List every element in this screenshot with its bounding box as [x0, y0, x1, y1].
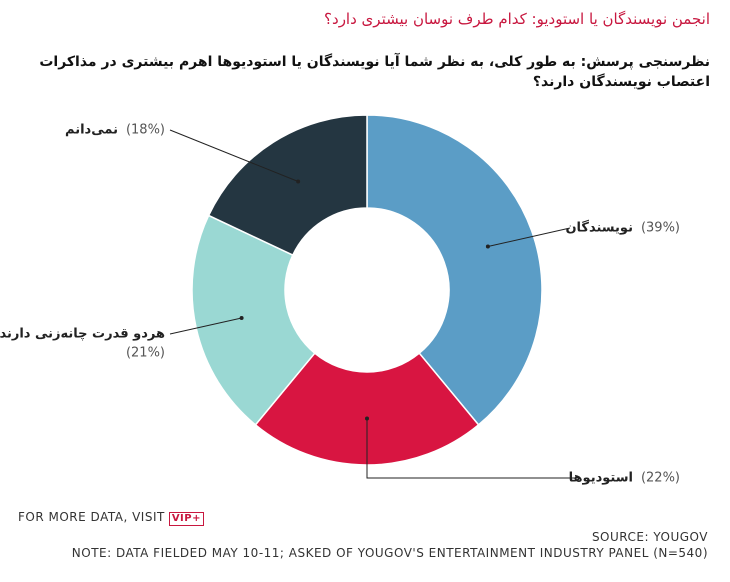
vip-badge[interactable]: VIP+	[168, 512, 204, 526]
donut-segment	[207, 114, 368, 257]
leader-line	[366, 418, 575, 479]
footer-visit: FOR MORE DATA, VISIT VIP+	[18, 510, 204, 526]
source: SOURCE: YOUGOV	[591, 530, 708, 544]
chart-subtitle: نظرسنجی پرسش: به طور کلی، به نظر شما آیا…	[39, 54, 710, 90]
value-label: (39%)	[641, 221, 680, 236]
donut-segment	[254, 352, 480, 466]
leader-line	[169, 317, 242, 335]
leader-line	[487, 227, 571, 247]
note: NOTE: DATA FIELDED MAY 10-11; ASKED OF Y…	[71, 546, 708, 560]
chart: (39%) نویسندگان (22%) استودیوها (21%) هردو قد…	[0, 114, 680, 486]
leader-line	[169, 129, 299, 182]
value-label: (22%)	[641, 471, 680, 486]
donut-segment	[366, 114, 543, 426]
chart-title: انجمن نویسندگان یا استودیو: کدام طرف نوس…	[324, 10, 710, 28]
category-label: نویسندگان	[565, 220, 633, 236]
category-label: هردو قدرت چانه‌زنی دارند	[0, 327, 165, 342]
value-label: (18%)	[126, 123, 165, 138]
category-label: استودیوها	[569, 471, 633, 486]
category-label: نمی‌دانم	[65, 123, 118, 138]
visit-text: FOR MORE DATA, VISIT	[18, 510, 165, 524]
donut-segment	[191, 214, 316, 426]
value-label: (21%)	[126, 346, 165, 361]
